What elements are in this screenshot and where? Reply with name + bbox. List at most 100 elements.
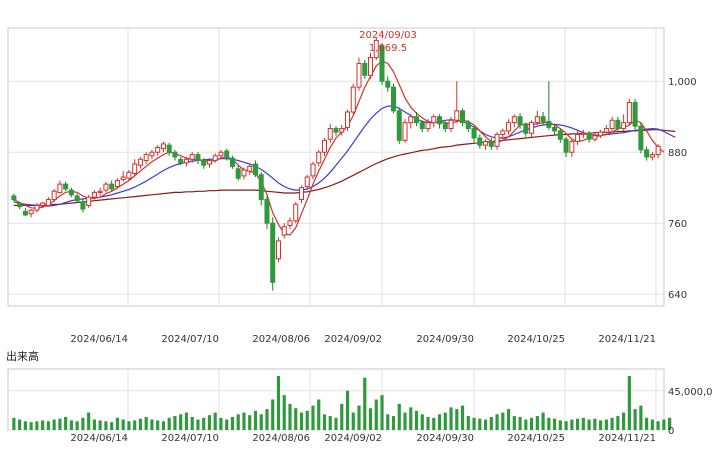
price-y-tick-label: 760 bbox=[668, 219, 687, 230]
volume-bar bbox=[92, 419, 96, 430]
candle-body bbox=[431, 116, 437, 124]
candle-body bbox=[304, 176, 310, 188]
candle-body bbox=[17, 202, 23, 208]
ma-long-line bbox=[13, 129, 676, 206]
volume-bar bbox=[547, 417, 551, 430]
candle-body bbox=[517, 116, 523, 126]
candle-body bbox=[379, 45, 385, 82]
volume-bar bbox=[121, 419, 125, 430]
candle-body bbox=[40, 202, 46, 206]
candle-body bbox=[126, 171, 132, 179]
moving-average-lines bbox=[13, 60, 676, 236]
candle-body bbox=[298, 187, 304, 201]
candle-body bbox=[28, 209, 34, 215]
candle-body bbox=[529, 122, 535, 134]
volume-bar bbox=[437, 414, 442, 430]
volume-bar bbox=[248, 415, 252, 430]
volume-bar bbox=[127, 421, 131, 430]
candle-body bbox=[460, 110, 466, 124]
volume-bar bbox=[622, 412, 626, 430]
volume-y-tick-label: 0 bbox=[668, 426, 674, 437]
volume-x-tick-label: 2024/08/06 bbox=[252, 433, 310, 444]
candle-body bbox=[270, 222, 276, 283]
volume-bar bbox=[98, 420, 102, 430]
candle-body bbox=[166, 144, 172, 153]
volume-bar bbox=[489, 416, 493, 430]
candle-body bbox=[327, 128, 333, 140]
candle-body bbox=[471, 128, 477, 139]
volume-bar bbox=[202, 417, 206, 430]
volume-bar bbox=[524, 419, 528, 430]
volume-bar bbox=[242, 412, 246, 430]
candle-body bbox=[540, 116, 546, 122]
candle-body bbox=[500, 130, 506, 135]
candle-body bbox=[120, 176, 126, 180]
volume-bar bbox=[219, 417, 223, 430]
volume-bar bbox=[656, 421, 660, 430]
candle-body bbox=[644, 149, 650, 158]
volume-bar bbox=[466, 416, 470, 430]
volume-bar bbox=[553, 418, 557, 430]
candle-body bbox=[603, 128, 609, 133]
candle-body bbox=[224, 150, 230, 158]
volume-x-axis: 2024/06/14 2024/07/10 2024/08/06 2024/09/02… bbox=[70, 433, 656, 444]
volume-bar bbox=[196, 419, 200, 430]
volume-bars bbox=[12, 375, 672, 430]
volume-x-tick-label: 2024/10/25 bbox=[507, 433, 565, 444]
volume-bar bbox=[133, 420, 137, 430]
volume-bar bbox=[18, 419, 22, 430]
candle-body bbox=[51, 190, 57, 201]
volume-bar bbox=[334, 417, 338, 430]
volume-bar bbox=[161, 421, 166, 430]
candle-body bbox=[80, 201, 86, 210]
volume-bar bbox=[397, 403, 401, 430]
price-plot-frame bbox=[7, 27, 665, 307]
price-x-tick-label: 2024/07/10 bbox=[161, 334, 219, 345]
volume-bar bbox=[639, 405, 643, 430]
volume-bar bbox=[299, 412, 304, 430]
candle-body bbox=[586, 132, 592, 140]
volume-bar bbox=[627, 375, 631, 430]
candle-body bbox=[103, 183, 109, 191]
volume-bar bbox=[581, 417, 585, 430]
volume-x-tick-label: 2024/06/14 bbox=[70, 433, 128, 444]
volume-bar bbox=[35, 421, 39, 430]
candle-body bbox=[333, 128, 339, 133]
volume-bar bbox=[322, 414, 327, 430]
candle-body bbox=[195, 154, 201, 161]
volume-bar bbox=[610, 417, 614, 430]
candle-body bbox=[483, 141, 489, 146]
candle-body bbox=[408, 116, 414, 124]
volume-bar bbox=[662, 419, 666, 430]
annotation-date: 2024/09/03 bbox=[359, 30, 417, 41]
candle-body bbox=[86, 196, 92, 206]
candle-body bbox=[575, 133, 581, 143]
candle-body bbox=[425, 122, 431, 130]
volume-bar bbox=[363, 377, 367, 430]
candle-body bbox=[448, 119, 454, 130]
volume-bar bbox=[288, 403, 292, 430]
volume-bar bbox=[12, 417, 16, 430]
volume-x-tick-label: 2024/09/30 bbox=[416, 433, 474, 444]
volume-bar bbox=[386, 414, 390, 430]
volume-bar bbox=[41, 420, 45, 430]
volume-bar bbox=[144, 416, 148, 430]
volume-bar bbox=[645, 417, 649, 430]
candle-body bbox=[264, 199, 270, 224]
candle-body bbox=[91, 191, 97, 198]
candle-body bbox=[344, 111, 351, 128]
ma-short-line bbox=[13, 60, 665, 236]
volume-bar bbox=[449, 407, 453, 430]
candle-body bbox=[201, 159, 207, 166]
candle-body bbox=[506, 122, 512, 132]
volume-bar bbox=[271, 399, 275, 430]
volume-bar bbox=[599, 420, 603, 430]
volume-bar bbox=[345, 390, 350, 430]
volume-bar bbox=[616, 416, 620, 430]
candle-body bbox=[241, 169, 247, 177]
candle-body bbox=[442, 123, 448, 130]
volume-bar bbox=[328, 416, 332, 430]
price-y-tick-label: 1,000 bbox=[668, 77, 697, 88]
price-x-tick-label: 2024/10/25 bbox=[507, 334, 565, 345]
